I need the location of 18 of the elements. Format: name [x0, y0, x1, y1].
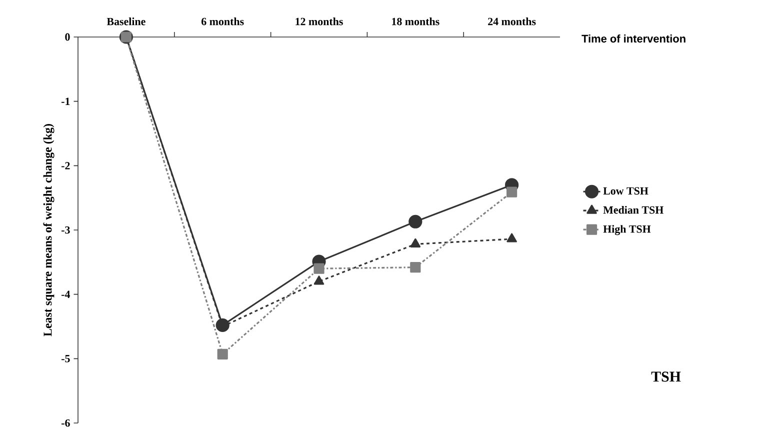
x-tick-label: 18 months [392, 18, 440, 26]
x-tick-label: 6 months [202, 18, 244, 26]
y-tick-label: -4 [62, 290, 70, 298]
y-tick-label: -6 [62, 419, 70, 427]
legend-label: Low TSH [603, 187, 648, 195]
y-tick-label: 0 [65, 33, 70, 41]
y-tick-label: -3 [62, 226, 70, 234]
x-tick-label: Baseline [106, 18, 146, 26]
y-axis-title: Least square means of weight change (kg) [43, 124, 54, 336]
x-tick-label: 24 months [488, 18, 536, 26]
legend-label: High TSH [603, 225, 651, 236]
text: TSH [651, 372, 681, 382]
legend-label: Median TSH [603, 206, 664, 214]
y-tick-label: -1 [62, 98, 70, 105]
y-tick-label: -5 [62, 355, 70, 362]
x-axis-title: Time of intervention [582, 34, 686, 43]
y-tick-label: -2 [62, 162, 70, 170]
x-tick-label: 12 months [296, 18, 343, 26]
